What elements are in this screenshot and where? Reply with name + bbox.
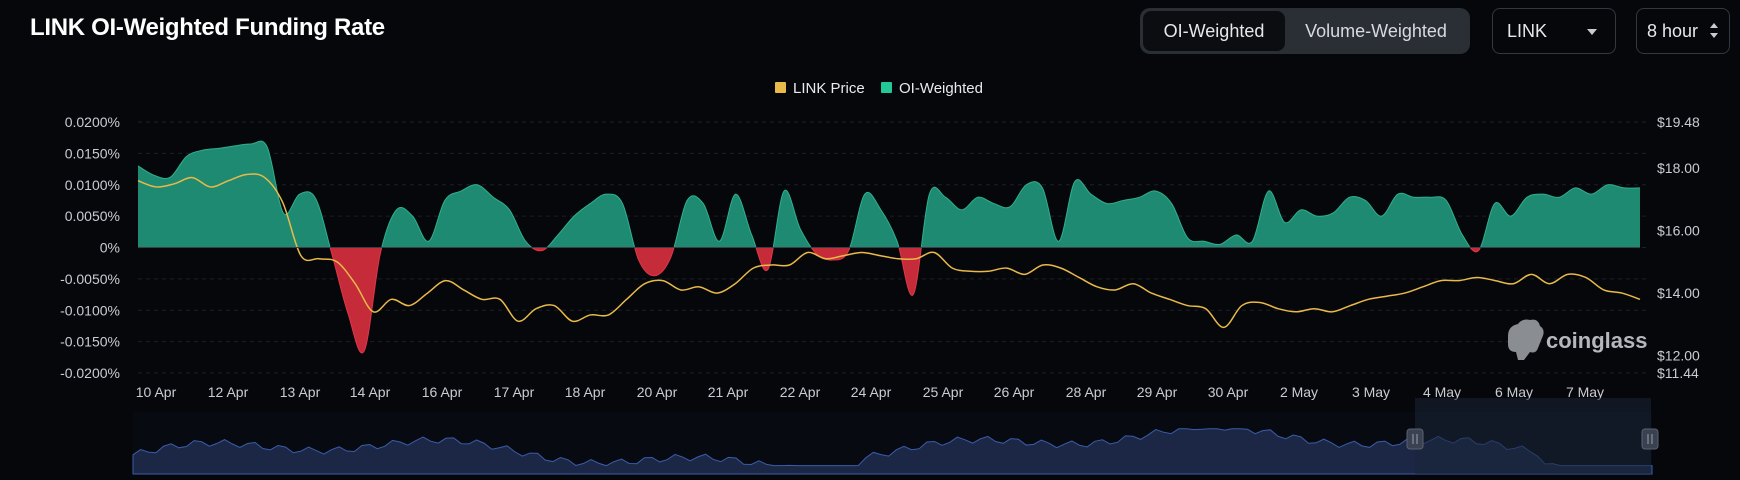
link-price-line	[137, 173, 1641, 329]
tab-volume-weighted[interactable]: Volume-Weighted	[1305, 21, 1447, 41]
y-left-tick-label: -0.0050%	[60, 271, 120, 287]
x-tick-label: 25 Apr	[923, 384, 964, 400]
x-tick-label: 13 Apr	[280, 384, 321, 400]
legend-label-oi-weighted[interactable]: OI-Weighted	[899, 80, 983, 97]
y-axis-left: 0.0200% 0.0150% 0.0100% 0.0050% 0% -0.0050% -0…	[60, 114, 120, 381]
watermark-text: coinglass	[1546, 328, 1647, 353]
y-right-tick-label: $11.44	[1657, 365, 1699, 381]
x-tick-label: 18 Apr	[565, 384, 606, 400]
up-down-arrows-icon	[1709, 21, 1719, 41]
oi-positive-area	[138, 141, 1640, 248]
navigator-handle-left[interactable]	[1406, 428, 1424, 450]
interval-select[interactable]: 8 hour	[1636, 8, 1730, 54]
coin-select[interactable]: LINK	[1492, 8, 1616, 54]
weighting-toggle: OI-Weighted Volume-Weighted	[1140, 8, 1470, 54]
tab-oi-weighted[interactable]: OI-Weighted	[1143, 11, 1285, 51]
x-tick-label: 22 Apr	[780, 384, 821, 400]
y-left-tick-label: 0.0050%	[65, 208, 120, 224]
coinglass-logo-icon	[1508, 319, 1544, 360]
y-right-tick-label: $18.00	[1657, 160, 1700, 176]
x-tick-label: 24 Apr	[851, 384, 892, 400]
interval-select-value: 8 hour	[1647, 21, 1699, 41]
coinglass-watermark: coinglass	[1508, 319, 1647, 360]
x-tick-label: 20 Apr	[637, 384, 678, 400]
range-navigator[interactable]	[132, 398, 1659, 475]
x-tick-label: 14 Apr	[350, 384, 391, 400]
navigator-selection[interactable]	[1415, 398, 1651, 474]
x-axis: 10 Apr 12 Apr 13 Apr 14 Apr 16 Apr 17 Apr 18 A…	[136, 384, 1604, 400]
link-price-series	[137, 173, 1641, 329]
y-left-tick-label: -0.0200%	[60, 365, 120, 381]
x-tick-label: 16 Apr	[422, 384, 463, 400]
x-tick-label: 17 Apr	[494, 384, 535, 400]
x-tick-label: 29 Apr	[1137, 384, 1178, 400]
legend-swatch-oi-weighted[interactable]	[881, 82, 892, 93]
y-right-tick-label: $16.00	[1657, 223, 1700, 239]
x-tick-label: 7 May	[1566, 384, 1604, 400]
legend-label-link-price[interactable]: LINK Price	[793, 80, 865, 97]
x-tick-label: 26 Apr	[994, 384, 1035, 400]
x-tick-label: 28 Apr	[1066, 384, 1107, 400]
x-tick-label: 21 Apr	[708, 384, 749, 400]
y-left-tick-label: -0.0100%	[60, 302, 120, 318]
y-left-tick-label: -0.0150%	[60, 334, 120, 350]
x-tick-label: 2 May	[1280, 384, 1318, 400]
y-left-tick-label: 0%	[100, 240, 120, 256]
x-tick-label: 6 May	[1495, 384, 1533, 400]
legend-swatch-link-price[interactable]	[775, 82, 786, 93]
x-tick-label: 4 May	[1423, 384, 1461, 400]
chevron-down-icon	[1587, 29, 1597, 35]
page-title: LINK OI-Weighted Funding Rate	[30, 14, 385, 41]
x-tick-label: 30 Apr	[1208, 384, 1249, 400]
y-left-tick-label: 0.0150%	[65, 145, 120, 161]
y-left-tick-label: 0.0100%	[65, 177, 120, 193]
x-tick-label: 3 May	[1352, 384, 1390, 400]
x-tick-label: 12 Apr	[208, 384, 249, 400]
oi-weighted-area	[137, 140, 1641, 354]
chart-legend: LINK Price OI-Weighted	[775, 80, 983, 97]
y-right-tick-label: $12.00	[1657, 348, 1700, 364]
y-right-tick-label: $19.48	[1657, 114, 1700, 130]
y-axis-right: $19.48 $18.00 $16.00 $14.00 $12.00$11.44	[1657, 114, 1700, 381]
y-right-tick-label: $14.00	[1657, 285, 1700, 301]
coin-select-value: LINK	[1507, 21, 1548, 41]
navigator-handle-right[interactable]	[1641, 428, 1659, 450]
x-tick-label: 10 Apr	[136, 384, 177, 400]
y-left-tick-label: 0.0200%	[65, 114, 120, 130]
oi-positive-line	[137, 140, 1641, 248]
